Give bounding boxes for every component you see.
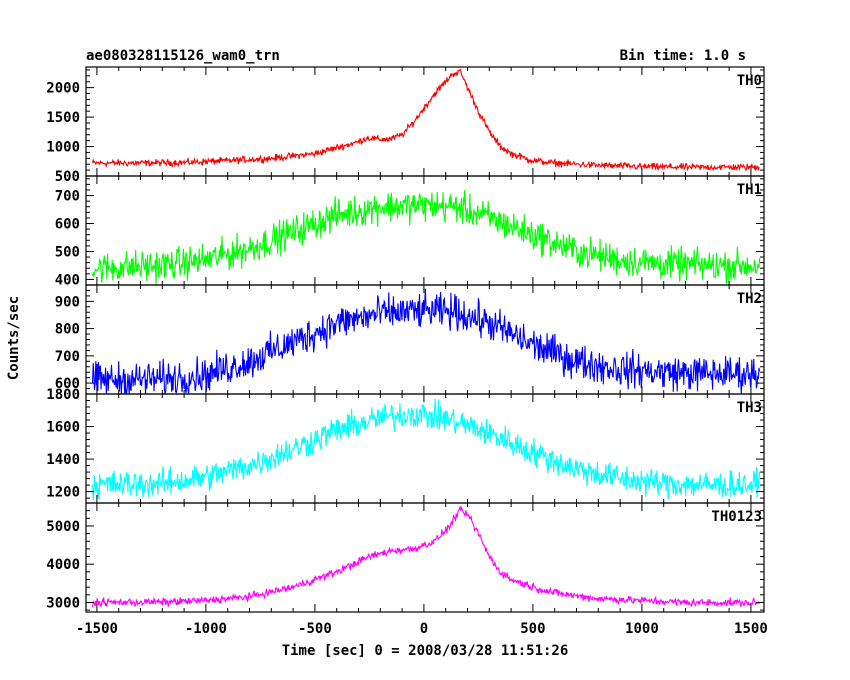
series-line-th2 xyxy=(91,288,761,395)
panels-group: 500 1000 1500 2000 TH0 400 500 600 700 TH1 600 700 8… xyxy=(46,66,768,637)
y-tick-label: 1000 xyxy=(46,140,80,156)
x-tick-label: 1500 xyxy=(734,621,768,637)
y-tick-label: 4000 xyxy=(46,557,80,573)
x-tick-label: 0 xyxy=(420,621,428,637)
panel-label: TH3 xyxy=(737,400,762,416)
panel-frame xyxy=(85,502,765,613)
panel-label: TH0123 xyxy=(711,509,762,525)
panel-label: TH0 xyxy=(737,73,762,89)
series-line-th0 xyxy=(91,68,760,172)
y-tick-label: 1400 xyxy=(46,452,80,468)
y-tick-label: 1200 xyxy=(46,485,80,501)
y-tick-label: 500 xyxy=(55,244,80,260)
y-axis-label: Counts/sec xyxy=(6,296,22,380)
y-tick-label: 3000 xyxy=(46,595,80,611)
x-tick-labels: -1500 -1000 -500 0 500 1000 1500 xyxy=(76,621,768,637)
panel-th0123: 3000 4000 5000 TH0123 xyxy=(46,502,765,613)
y-tick-label: 5000 xyxy=(46,519,80,535)
y-tick-label: 800 xyxy=(55,322,80,338)
panel-th3: 1200 1400 1600 1800 TH3 xyxy=(46,387,765,504)
y-tick-label: 600 xyxy=(55,376,80,392)
series-line-th0123 xyxy=(91,505,761,608)
y-tick-label: 1500 xyxy=(46,110,80,126)
series-line-th3 xyxy=(91,398,761,500)
y-tick-label: 2000 xyxy=(46,81,80,97)
x-tick-label: 500 xyxy=(520,621,545,637)
y-tick-label: 600 xyxy=(55,217,80,233)
y-tick-label: 400 xyxy=(55,272,80,288)
y-tick-label: 500 xyxy=(55,169,80,185)
y-tick-label: 700 xyxy=(55,349,80,365)
panel-label: TH1 xyxy=(737,182,762,198)
y-tick-label: 1800 xyxy=(46,387,80,403)
y-tick-label: 900 xyxy=(55,294,80,310)
chart-title: ae080328115126_wam0_trn xyxy=(86,48,280,64)
x-axis-label: Time [sec] 0 = 2008/03/28 11:51:26 xyxy=(282,643,569,659)
x-tick-label: -1000 xyxy=(185,621,227,637)
panel-th2: 600 700 800 900 TH2 xyxy=(55,284,765,395)
x-tick-label: -500 xyxy=(298,621,332,637)
x-tick-label: 1000 xyxy=(625,621,659,637)
series-line-th1 xyxy=(91,189,761,286)
panel-th1: 400 500 600 700 TH1 xyxy=(55,175,765,288)
y-tick-label: 700 xyxy=(55,189,80,205)
bin-time-label: Bin time: 1.0 s xyxy=(620,48,746,64)
panel-th0: 500 1000 1500 2000 TH0 xyxy=(46,66,765,185)
x-tick-label: -1500 xyxy=(76,621,118,637)
y-tick-label: 1600 xyxy=(46,420,80,436)
panel-label: TH2 xyxy=(737,291,762,307)
